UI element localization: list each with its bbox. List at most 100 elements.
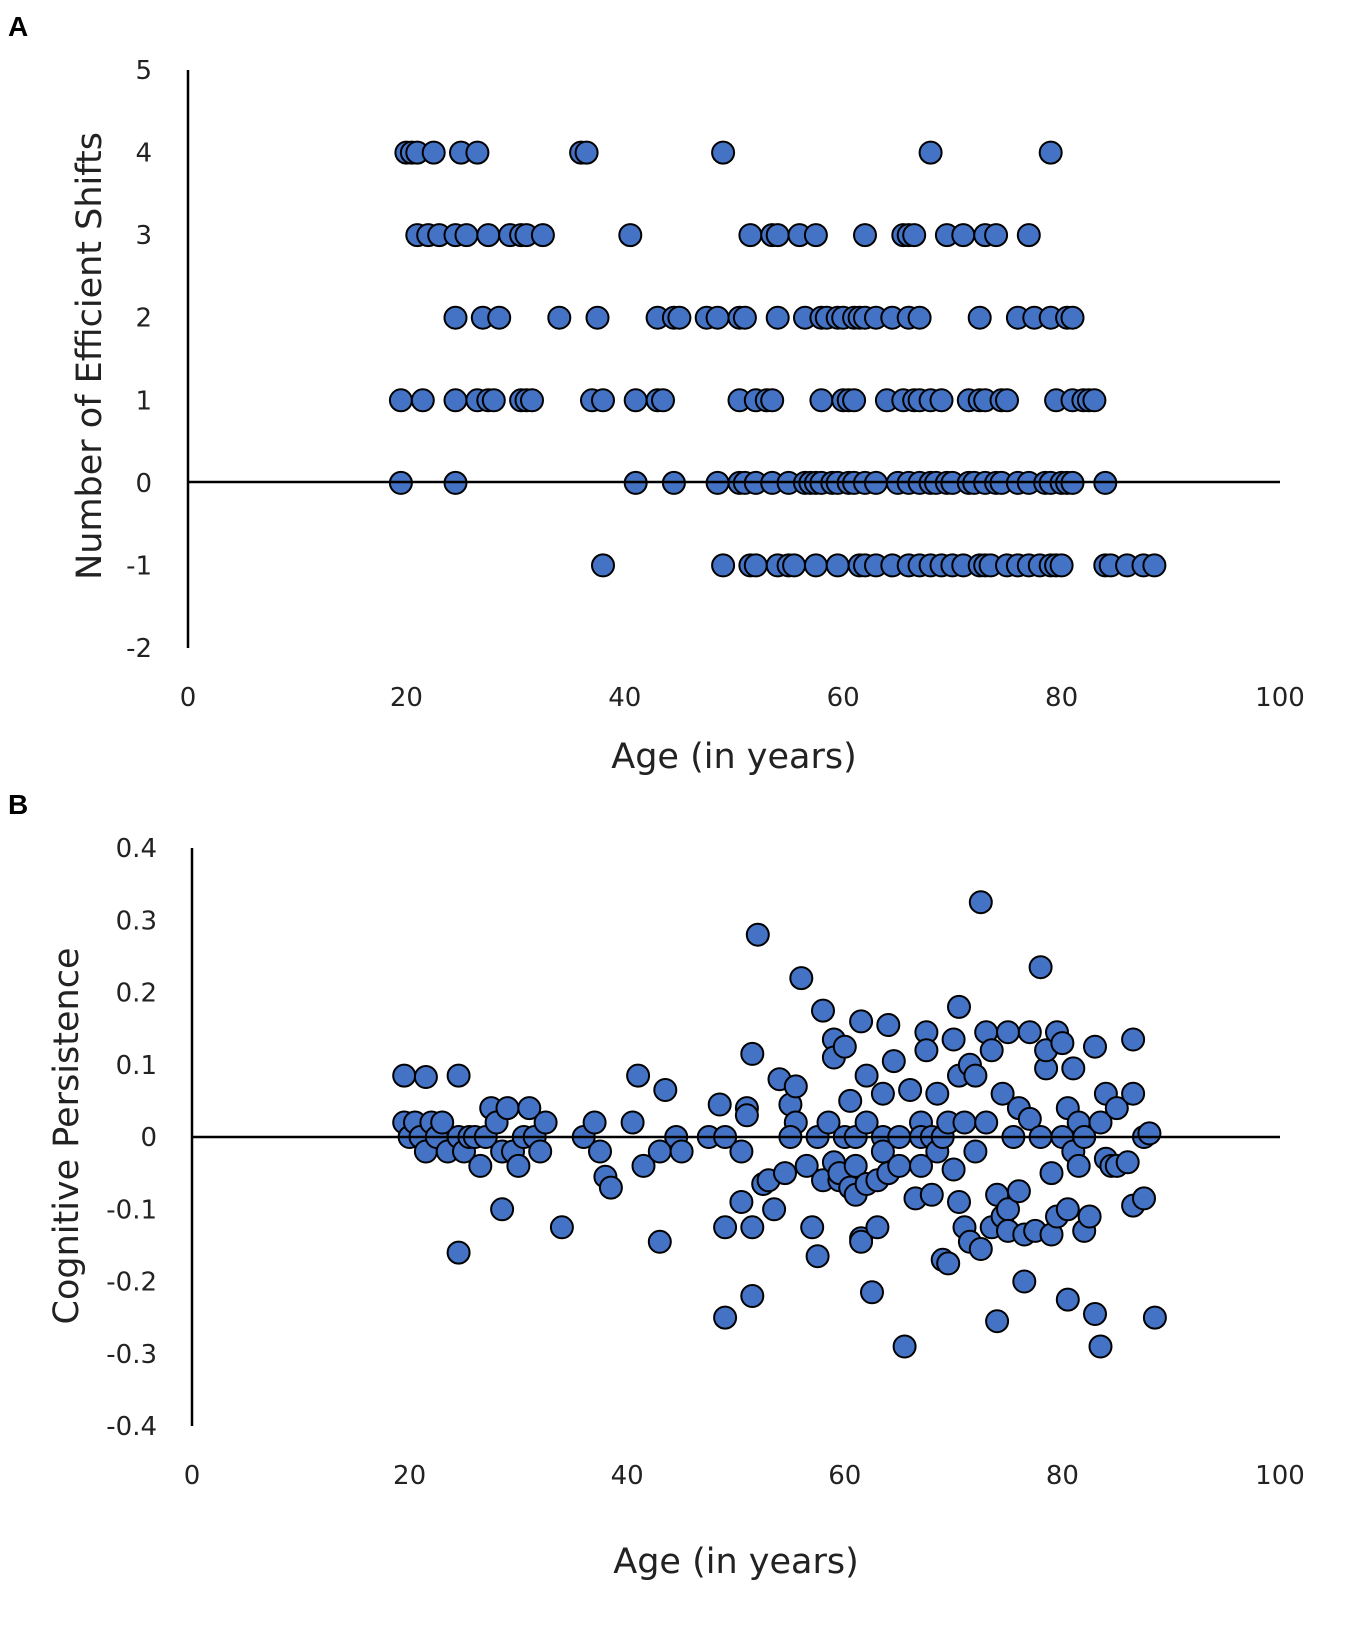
panel-b-data-point (669, 1139, 694, 1164)
panel-b-data-point (430, 1110, 455, 1135)
panel-a-x-tick-label: 60 (827, 683, 860, 713)
panel-a-x-tick-label: 0 (180, 683, 197, 713)
panel-a-data-point (591, 388, 615, 413)
panel-a-x-tick-label: 20 (390, 683, 423, 713)
panel-b-data-point (963, 1063, 988, 1088)
panel-a-data-point (951, 223, 976, 248)
panel-b-data-point (968, 1237, 993, 1261)
panel-a-data-point (618, 223, 643, 248)
panel-b-y-tick-label: 0.3 (116, 906, 157, 936)
panel-a-data-point (1038, 140, 1063, 165)
panel-b-data-point (588, 1139, 612, 1164)
panel-a-y-tick-label: 4 (135, 139, 152, 169)
panel-a-x-ticks: 0 20 40 60 80 100 (180, 683, 1305, 713)
panel-a-data-point (585, 305, 610, 330)
panel-b-data-point (974, 1110, 999, 1135)
panel-b-y-tick-label: -0.1 (106, 1195, 157, 1225)
panel-b-data-point (919, 1182, 944, 1207)
panel-a-data-point (803, 223, 828, 248)
panel-b-data-point (1028, 955, 1053, 980)
panel-b-data-point (1050, 1031, 1075, 1056)
panel-b-data-point (979, 1038, 1004, 1063)
panel-b-data-point (838, 1088, 863, 1113)
panel-b-data-point (805, 1244, 830, 1269)
panel-a-data-point (1142, 553, 1167, 578)
panel-b-data-point (876, 1013, 901, 1037)
panel-b-y-tick-label: 0.2 (116, 979, 157, 1009)
panel-a-data-point (1016, 223, 1041, 248)
panel-b-y-tick-label: 0.4 (116, 834, 157, 864)
panel-b-data-point (881, 1049, 906, 1074)
panel-b-data-point (1132, 1186, 1156, 1211)
panel-b-data-point (745, 922, 770, 947)
panel-a-data-point (1049, 553, 1074, 578)
panel-b: B 0.4 0.3 0.2 0.1 0 -0.1 -0.2 -0.3 -0.4 0 20 40 60 8… (8, 789, 1305, 1582)
panel-b-data-point (392, 1063, 417, 1088)
panel-b-data-point (860, 1280, 884, 1305)
panel-b-y-tick-label: -0.3 (106, 1340, 157, 1370)
panel-a-data-point (967, 305, 992, 330)
panel-b-data-point (740, 1284, 765, 1308)
panel-b-data-point (517, 1096, 542, 1121)
panel-b-data-point (811, 998, 835, 1023)
panel-a-data-point (743, 553, 768, 578)
panel-b-data-point (865, 1215, 890, 1240)
panel-a-data-point (530, 223, 555, 248)
panel-b-data-point (729, 1139, 754, 1164)
panel-b-data-point (446, 1240, 471, 1265)
panel-b-x-ticks: 0 20 40 60 80 100 (184, 1461, 1305, 1491)
panel-b-data-point (898, 1078, 923, 1102)
panel-a-y-tick-label: -2 (126, 634, 152, 664)
panel-a-data-point (476, 223, 501, 248)
panel-b-data-point (707, 1092, 732, 1117)
panel-a-x-axis-title: Age (in years) (611, 737, 856, 777)
panel-a-data-point (667, 305, 692, 330)
panel-b-data-point (1088, 1110, 1113, 1135)
panel-b-data-point (734, 1103, 759, 1128)
panel-b-data-point (549, 1215, 574, 1240)
panel-b-data-point (1142, 1305, 1167, 1330)
panel-b-data-point (952, 1110, 977, 1135)
panel-a-data-point (995, 388, 1019, 413)
panel-b-data-point (909, 1153, 933, 1178)
panel-b-data-point (854, 1063, 879, 1088)
panel-a-data-point (732, 305, 757, 330)
panel-a-x-tick-label: 100 (1255, 683, 1305, 713)
panel-a-y-tick-label: 1 (135, 386, 152, 416)
panel-a-data-point (410, 388, 435, 413)
panel-b-data-point (783, 1074, 808, 1099)
panel-a-points (388, 140, 1167, 578)
panel-b-y-tick-label: -0.4 (106, 1412, 157, 1442)
panel-b-x-axis-title: Age (in years) (613, 1542, 858, 1582)
panel-a-data-point (803, 553, 828, 578)
panel-a-data-point (421, 140, 446, 165)
panel-b-data-point (740, 1041, 765, 1066)
panel-a-x-tick-label: 40 (608, 683, 641, 713)
panel-a-data-point (443, 388, 468, 413)
panel-b-data-point (626, 1063, 651, 1088)
panel-b-data-point (963, 1139, 988, 1164)
panel-a-data-point (1060, 305, 1085, 330)
panel-b-data-point (495, 1096, 520, 1121)
panel-b-data-point (413, 1065, 438, 1089)
panel-b-data-point (914, 1038, 939, 1063)
panel-a-data-point (825, 553, 850, 578)
panel-a-data-point (902, 223, 927, 248)
panel-b-data-point (647, 1229, 672, 1254)
panel-b-x-tick-label: 40 (611, 1461, 644, 1491)
panel-b-data-point (1017, 1020, 1042, 1045)
panel-b-data-point (870, 1081, 895, 1106)
panel-b-data-point (528, 1139, 553, 1164)
panel-b-y-tick-label: 0 (140, 1123, 157, 1153)
panel-b-data-point (990, 1081, 1015, 1106)
panel-b-data-point (925, 1081, 950, 1106)
panel-a-data-point (918, 140, 943, 165)
panel-b-data-point (832, 1034, 857, 1059)
panel-a-data-point (481, 388, 506, 413)
panel-a-y-axis-title: Number of Efficient Shifts (70, 132, 110, 580)
panel-b-data-point (762, 1197, 787, 1222)
panel-b-data-point (533, 1110, 558, 1135)
panel-b-y-tick-label: 0.1 (116, 1051, 157, 1081)
panel-b-label: B (8, 789, 28, 820)
panel-b-data-point (996, 1020, 1020, 1045)
